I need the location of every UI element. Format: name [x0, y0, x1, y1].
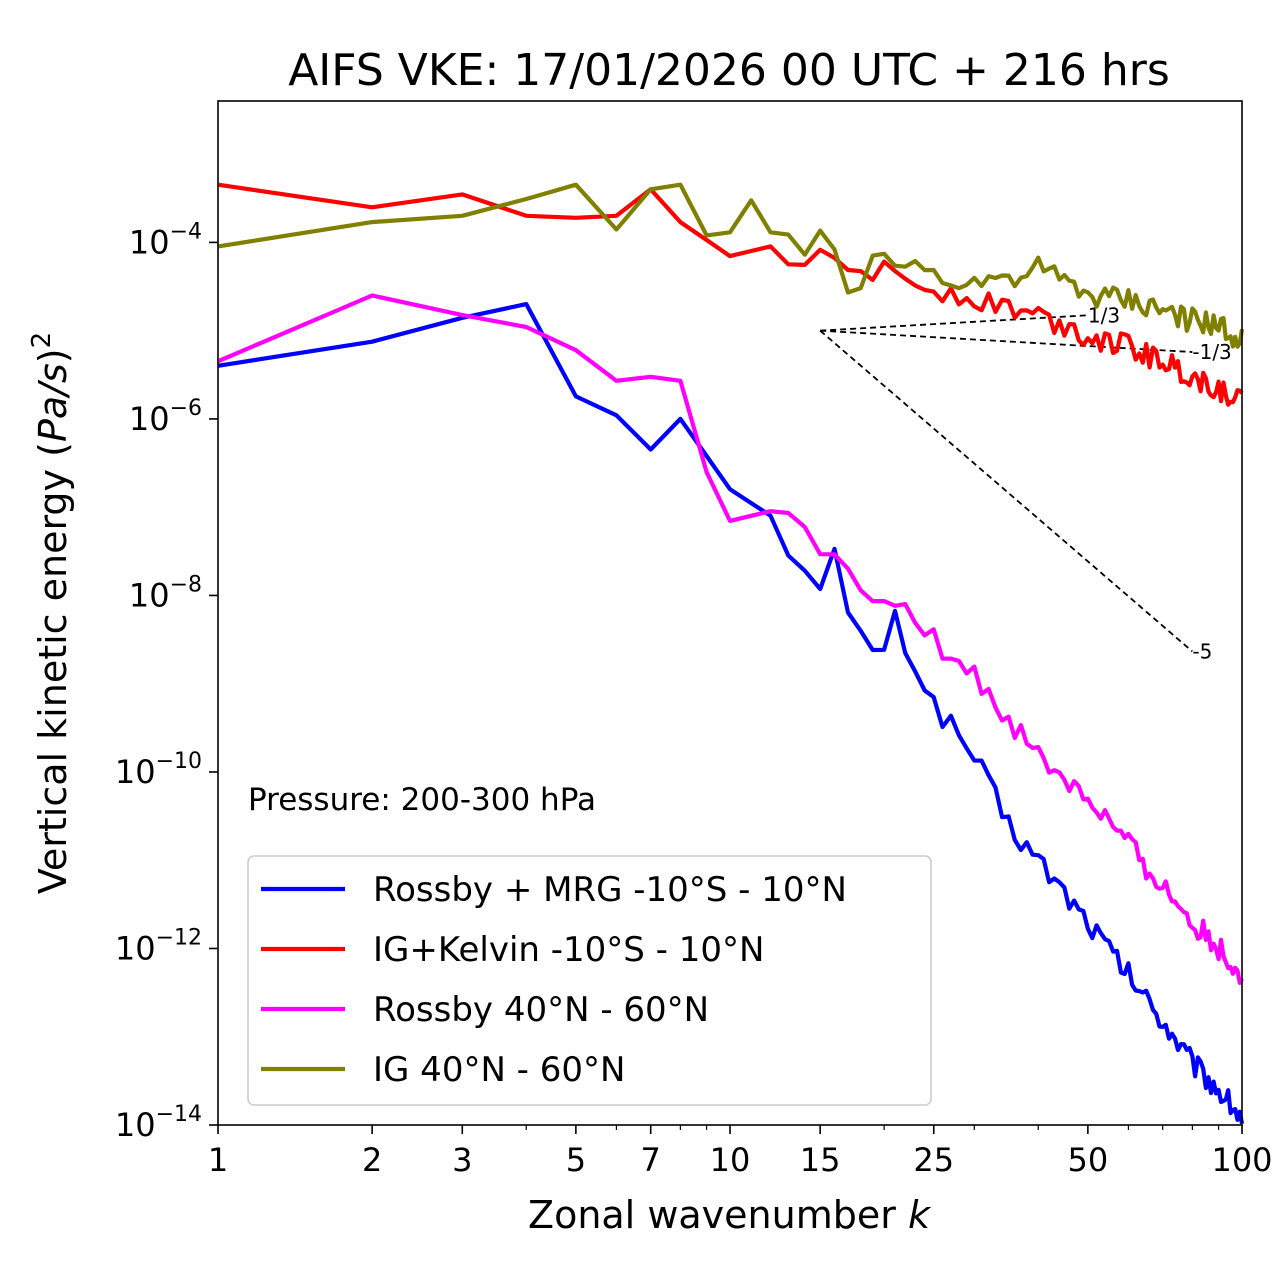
y-tick-label: 10−12 — [115, 925, 202, 967]
x-tick-label: 7 — [641, 1141, 661, 1179]
chart-title: AIFS VKE: 17/01/2026 00 UTC + 216 hrs — [288, 45, 1170, 96]
pressure-annotation: Pressure: 200-300 hPa — [248, 782, 596, 818]
legend-label: Rossby + MRG -10°S - 10°N — [373, 870, 847, 910]
legend-label: IG 40°N - 60°N — [373, 1050, 625, 1090]
x-tick-label: 1 — [208, 1141, 228, 1179]
reference-slope-label: -5 — [1192, 639, 1212, 663]
y-axis-title: Vertical kinetic energy (Pa/s)2 — [27, 332, 75, 894]
y-tick-exponent: −8 — [170, 572, 202, 597]
x-tick-label: 2 — [362, 1141, 382, 1179]
legend: Rossby + MRG -10°S - 10°N IG+Kelvin -10°S… — [247, 855, 932, 1106]
series-line — [217, 182, 1244, 407]
y-tick-base: 10 — [129, 400, 170, 438]
reference-slopes: 1/3 -1/3 -5 — [819, 303, 1232, 663]
reference-slope-line — [820, 314, 1088, 332]
x-tick-label: 5 — [566, 1141, 586, 1179]
y-tick-label: 10−14 — [115, 1102, 202, 1144]
reference-slope-line — [819, 329, 1193, 653]
x-tick-label: 25 — [913, 1141, 954, 1179]
series-line — [217, 293, 1244, 986]
y-tick-label: 10−8 — [129, 572, 202, 614]
x-axis: 1 2 3 5 7 10 15 25 50 100 — [208, 1125, 1273, 1179]
y-axis-title-unit: Pa/s — [31, 363, 75, 442]
x-axis-title: Zonal wavenumber k — [528, 1193, 932, 1237]
series-line — [217, 182, 1245, 349]
y-axis-title-exponent: 2 — [27, 332, 57, 349]
x-tick-label: 3 — [452, 1141, 472, 1179]
reference-slope-line — [820, 329, 1193, 353]
y-tick-label: 10−10 — [115, 749, 202, 791]
y-tick-base: 10 — [129, 223, 170, 261]
y-tick-exponent: −12 — [156, 925, 202, 950]
y-tick-base: 10 — [115, 929, 156, 967]
x-tick-label: 50 — [1068, 1141, 1109, 1179]
x-tick-label: 10 — [710, 1141, 751, 1179]
y-tick-base: 10 — [115, 753, 156, 791]
legend-label: IG+Kelvin -10°S - 10°N — [373, 930, 764, 970]
y-tick-exponent: −10 — [156, 749, 202, 774]
y-tick-label: 10−4 — [129, 219, 202, 261]
series-line — [217, 302, 1245, 1125]
y-tick-label: 10−6 — [129, 396, 202, 438]
reference-slope-label: -1/3 — [1192, 340, 1231, 364]
y-tick-exponent: −4 — [170, 219, 202, 244]
y-tick-exponent: −6 — [170, 396, 202, 421]
y-tick-base: 10 — [129, 576, 170, 614]
y-axis-title-close: ) — [31, 348, 75, 363]
y-axis-title-text: Vertical kinetic energy ( — [31, 442, 75, 894]
plot-area: 1/3 -1/3 -5 Pressure: 200-300 hPa — [217, 100, 1245, 1126]
legend-label: Rossby 40°N - 60°N — [373, 990, 709, 1030]
x-axis-title-symbol: k — [908, 1193, 932, 1237]
x-axis-title-text: Zonal wavenumber — [528, 1193, 896, 1237]
legend-box — [247, 855, 932, 1106]
x-tick-label: 100 — [1211, 1141, 1272, 1179]
y-tick-exponent: −14 — [156, 1102, 202, 1127]
x-tick-label: 15 — [800, 1141, 841, 1179]
legend-items: Rossby + MRG -10°S - 10°N IG+Kelvin -10°S… — [261, 870, 847, 1090]
y-tick-base: 10 — [115, 1106, 156, 1144]
data-series — [217, 182, 1245, 1125]
reference-slope-label: 1/3 — [1088, 303, 1120, 327]
